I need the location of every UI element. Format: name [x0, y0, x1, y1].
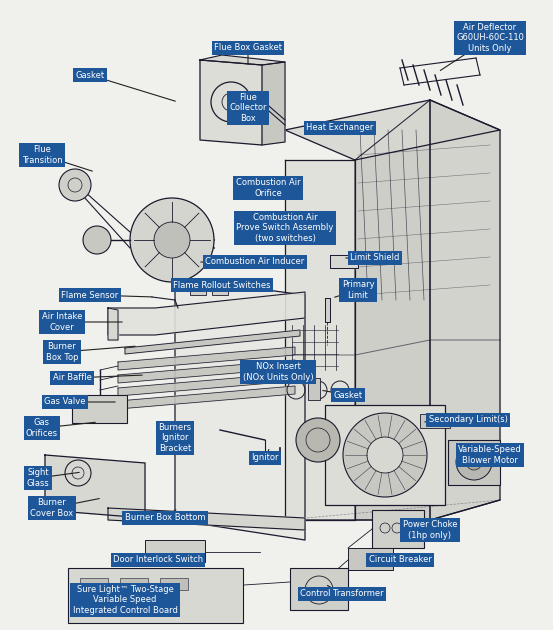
Text: Circuit Breaker: Circuit Breaker: [368, 556, 431, 564]
Text: Air Intake
Cover: Air Intake Cover: [42, 312, 82, 332]
Polygon shape: [108, 308, 118, 340]
Bar: [80, 578, 108, 590]
Text: Primary
Limit: Primary Limit: [342, 280, 374, 300]
Text: Sure Light™ Two-Stage
Variable Speed
Integrated Control Board: Sure Light™ Two-Stage Variable Speed Int…: [72, 585, 178, 615]
Text: Flame Sensor: Flame Sensor: [61, 290, 119, 299]
Text: Variable-Speed
Blower Motor: Variable-Speed Blower Motor: [458, 445, 522, 465]
Polygon shape: [325, 298, 330, 322]
Circle shape: [59, 169, 91, 201]
Polygon shape: [118, 347, 295, 370]
Text: Flue
Transition: Flue Transition: [22, 146, 62, 164]
Polygon shape: [175, 278, 305, 540]
Polygon shape: [108, 292, 305, 335]
Text: Burner
Cover Box: Burner Cover Box: [30, 498, 74, 518]
Polygon shape: [200, 60, 262, 145]
Text: Burners
Ignitor
Bracket: Burners Ignitor Bracket: [159, 423, 191, 453]
Polygon shape: [125, 330, 300, 354]
Text: Heat Exchanger: Heat Exchanger: [306, 123, 374, 132]
Circle shape: [456, 444, 492, 480]
Text: Secondary Limit(s): Secondary Limit(s): [429, 416, 508, 425]
Text: Sight
Glass: Sight Glass: [27, 468, 49, 488]
Bar: [160, 578, 188, 590]
Bar: [420, 414, 450, 428]
Bar: [325, 405, 445, 505]
Text: Flame Rollout Switches: Flame Rollout Switches: [173, 280, 271, 290]
Bar: [72, 395, 127, 423]
Circle shape: [130, 198, 214, 282]
Polygon shape: [108, 508, 305, 530]
Bar: [190, 285, 206, 295]
Text: Gas
Orifices: Gas Orifices: [26, 418, 58, 438]
Polygon shape: [262, 62, 285, 145]
Text: Combustion Air
Prove Switch Assembly
(two switches): Combustion Air Prove Switch Assembly (tw…: [236, 213, 333, 243]
Text: Combustion Air Inducer: Combustion Air Inducer: [205, 258, 305, 266]
Text: Flue
Collector
Box: Flue Collector Box: [229, 93, 267, 123]
Bar: [120, 578, 148, 590]
Polygon shape: [118, 386, 295, 409]
Text: Burner
Box Top: Burner Box Top: [46, 342, 79, 362]
Text: Limit Shield: Limit Shield: [350, 253, 400, 263]
Bar: [288, 362, 306, 376]
Text: Flue Box Gasket: Flue Box Gasket: [214, 43, 282, 52]
Polygon shape: [430, 100, 500, 520]
Text: Combustion Air
Orifice: Combustion Air Orifice: [236, 178, 300, 198]
Text: Gasket: Gasket: [333, 391, 363, 399]
Text: Ignitor: Ignitor: [251, 454, 279, 462]
Polygon shape: [285, 100, 500, 160]
Polygon shape: [45, 455, 145, 518]
Circle shape: [367, 437, 403, 473]
Circle shape: [343, 413, 427, 497]
Text: Air Baffle: Air Baffle: [53, 374, 91, 382]
Circle shape: [296, 418, 340, 462]
Text: Gas Valve: Gas Valve: [44, 398, 86, 406]
Text: Gasket: Gasket: [75, 71, 105, 79]
Bar: [348, 548, 393, 570]
Bar: [290, 568, 348, 610]
Polygon shape: [355, 100, 430, 520]
Bar: [372, 510, 424, 548]
Bar: [145, 540, 205, 562]
Circle shape: [83, 226, 111, 254]
Text: Burner Box Bottom: Burner Box Bottom: [125, 513, 205, 522]
Text: Door Interlock Switch: Door Interlock Switch: [113, 556, 203, 564]
Bar: [68, 568, 243, 623]
Bar: [212, 285, 228, 295]
Polygon shape: [118, 360, 295, 383]
Bar: [448, 440, 500, 485]
Text: Power Choke
(1hp only): Power Choke (1hp only): [403, 520, 457, 540]
Circle shape: [154, 222, 190, 258]
Polygon shape: [118, 373, 295, 396]
Polygon shape: [200, 55, 285, 65]
Circle shape: [466, 454, 482, 470]
Text: Control Transformer: Control Transformer: [300, 590, 384, 598]
Bar: [308, 378, 320, 400]
Polygon shape: [285, 160, 355, 520]
Text: Air Deflector
G60UH-60C-110
Units Only: Air Deflector G60UH-60C-110 Units Only: [456, 23, 524, 53]
Text: NOx Insert
(NOx Units Only): NOx Insert (NOx Units Only): [243, 362, 314, 382]
Polygon shape: [330, 255, 358, 268]
